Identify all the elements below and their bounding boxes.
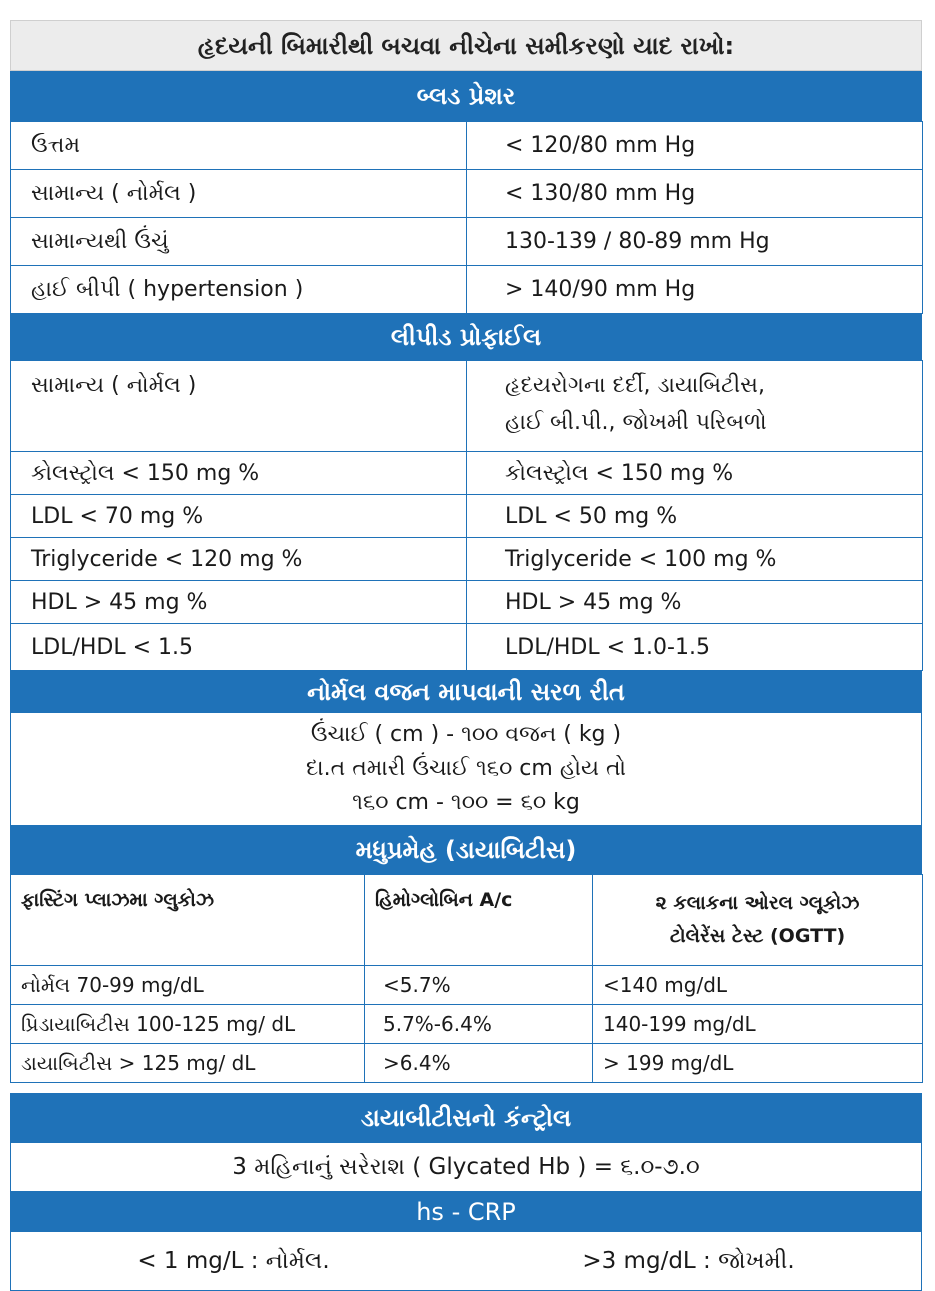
bp-label: ઉત્તમ bbox=[10, 121, 467, 170]
bp-header: બ્લડ પ્રેશર bbox=[10, 71, 922, 121]
lipid-normal-value: કોલસ્ટ્રોલ < 150 mg % bbox=[10, 451, 467, 495]
table-row: સામાન્ય ( નોર્મલ ) હૃદયરોગના દર્દી, ડાયા… bbox=[10, 360, 923, 452]
crp-normal: < 1 mg/L : નોર્મલ. bbox=[137, 1248, 330, 1274]
control-text: 3 મહિનાનું સરેરાશ ( Glycated Hb ) = ૬.૦-… bbox=[10, 1143, 922, 1192]
fpg-cell: પ્રિડાયાબિટીસ 100-125 mg/ dL bbox=[10, 1004, 365, 1044]
weight-formula: ઉંચાઈ ( cm ) - ૧૦૦ વજન ( kg ) દા.ત તમારી… bbox=[10, 713, 922, 826]
lipid-normal-value: Triglyceride < 120 mg % bbox=[10, 537, 467, 581]
bp-value: < 130/80 mm Hg bbox=[466, 169, 923, 218]
lipid-normal-value: LDL < 70 mg % bbox=[10, 494, 467, 538]
table-row: HDL > 45 mg % HDL > 45 mg % bbox=[10, 580, 923, 624]
bp-label: સામાન્યથી ઉંચું bbox=[10, 217, 467, 266]
crp-values: < 1 mg/L : નોર્મલ. >3 mg/dL : જોખમી. bbox=[10, 1232, 922, 1291]
lipid-table: સામાન્ય ( નોર્મલ ) હૃદયરોગના દર્દી, ડાયા… bbox=[10, 360, 923, 671]
table-row: સામાન્ય ( નોર્મલ ) < 130/80 mm Hg bbox=[10, 169, 923, 218]
table-row: ડાયાબિટીસ > 125 mg/ dL >6.4% > 199 mg/dL bbox=[10, 1043, 923, 1083]
bp-table: ઉત્તમ < 120/80 mm Hg સામાન્ય ( નોર્મલ ) … bbox=[10, 121, 923, 314]
ogtt-cell: <140 mg/dL bbox=[592, 965, 923, 1005]
crp-risk: >3 mg/dL : જોખમી. bbox=[582, 1248, 795, 1274]
bp-value: < 120/80 mm Hg bbox=[466, 121, 923, 170]
table-row: Triglyceride < 120 mg % Triglyceride < 1… bbox=[10, 537, 923, 581]
fpg-cell: નોર્મલ 70-99 mg/dL bbox=[10, 965, 365, 1005]
table-row: પ્રિડાયાબિટીસ 100-125 mg/ dL 5.7%-6.4% 1… bbox=[10, 1004, 923, 1044]
table-header-row: ફાસ્ટિંગ પ્લાઝમા ગ્લુકોઝ હિમોગ્લોબિન A/c… bbox=[10, 874, 923, 966]
crp-header: hs - CRP bbox=[10, 1192, 922, 1232]
ogtt-cell: 140-199 mg/dL bbox=[592, 1004, 923, 1044]
lipid-risk-value: LDL/HDL < 1.0-1.5 bbox=[466, 623, 923, 671]
weight-example-line: દા.ત તમારી ઉંચાઈ ૧૬૦ cm હોય તો bbox=[305, 756, 627, 781]
column-header-hba1c: હિમોગ્લોબિન A/c bbox=[364, 874, 593, 966]
column-header-fpg: ફાસ્ટિંગ પ્લાઝમા ગ્લુકોઝ bbox=[10, 874, 365, 966]
lipid-risk-value: HDL > 45 mg % bbox=[466, 580, 923, 624]
weight-result-line: ૧૬૦ cm - ૧૦૦ = ૬૦ kg bbox=[352, 790, 580, 815]
diabetes-header: મધુપ્રમેહ (ડાયાબિટીસ) bbox=[10, 826, 922, 874]
table-row: હાઈ બીપી ( hypertension ) > 140/90 mm Hg bbox=[10, 265, 923, 314]
infographic: હૃદયની બિમારીથી બચવા નીચેના સમીકરણો યાદ … bbox=[10, 20, 923, 1291]
table-row: સામાન્યથી ઉંચું 130-139 / 80-89 mm Hg bbox=[10, 217, 923, 266]
table-row: નોર્મલ 70-99 mg/dL <5.7% <140 mg/dL bbox=[10, 965, 923, 1005]
weight-formula-line: ઉંચાઈ ( cm ) - ૧૦૦ વજન ( kg ) bbox=[310, 722, 622, 747]
column-header-ogtt: ૨ કલાકના ઓરલ ગ્લૂકોઝ ટોલેરેંસ ટેસ્ટ (OGT… bbox=[592, 874, 923, 966]
bp-value: 130-139 / 80-89 mm Hg bbox=[466, 217, 923, 266]
ogtt-cell: > 199 mg/dL bbox=[592, 1043, 923, 1083]
lipid-risk-value: LDL < 50 mg % bbox=[466, 494, 923, 538]
lipid-risk-value: Triglyceride < 100 mg % bbox=[466, 537, 923, 581]
weight-header: નોર્મલ વજન માપવાની સરળ રીત bbox=[10, 671, 922, 713]
control-header: ડાયાબીટીસનો કંન્ટ્રોલ bbox=[10, 1093, 922, 1143]
lipid-header: લીપીડ પ્રોફાઈલ bbox=[10, 314, 922, 360]
page-title: હૃદયની બિમારીથી બચવા નીચેના સમીકરણો યાદ … bbox=[10, 20, 922, 71]
table-row: ઉત્તમ < 120/80 mm Hg bbox=[10, 121, 923, 170]
diabetes-table: ફાસ્ટિંગ પ્લાઝમા ગ્લુકોઝ હિમોગ્લોબિન A/c… bbox=[10, 874, 923, 1083]
hba1c-cell: <5.7% bbox=[364, 965, 593, 1005]
bp-value: > 140/90 mm Hg bbox=[466, 265, 923, 314]
hba1c-cell: >6.4% bbox=[364, 1043, 593, 1083]
lipid-normal-value: HDL > 45 mg % bbox=[10, 580, 467, 624]
lipid-normal-value: LDL/HDL < 1.5 bbox=[10, 623, 467, 671]
lipid-risk-value: કોલસ્ટ્રોલ < 150 mg % bbox=[466, 451, 923, 495]
lipid-normal-title: સામાન્ય ( નોર્મલ ) bbox=[10, 360, 467, 452]
table-row: કોલસ્ટ્રોલ < 150 mg % કોલસ્ટ્રોલ < 150 m… bbox=[10, 451, 923, 495]
bp-label: હાઈ બીપી ( hypertension ) bbox=[10, 265, 467, 314]
table-row: LDL < 70 mg % LDL < 50 mg % bbox=[10, 494, 923, 538]
fpg-cell: ડાયાબિટીસ > 125 mg/ dL bbox=[10, 1043, 365, 1083]
hba1c-cell: 5.7%-6.4% bbox=[364, 1004, 593, 1044]
table-row: LDL/HDL < 1.5 LDL/HDL < 1.0-1.5 bbox=[10, 623, 923, 671]
lipid-risk-title: હૃદયરોગના દર્દી, ડાયાબિટીસ, હાઈ બી.પી., … bbox=[466, 360, 923, 452]
bp-label: સામાન્ય ( નોર્મલ ) bbox=[10, 169, 467, 218]
